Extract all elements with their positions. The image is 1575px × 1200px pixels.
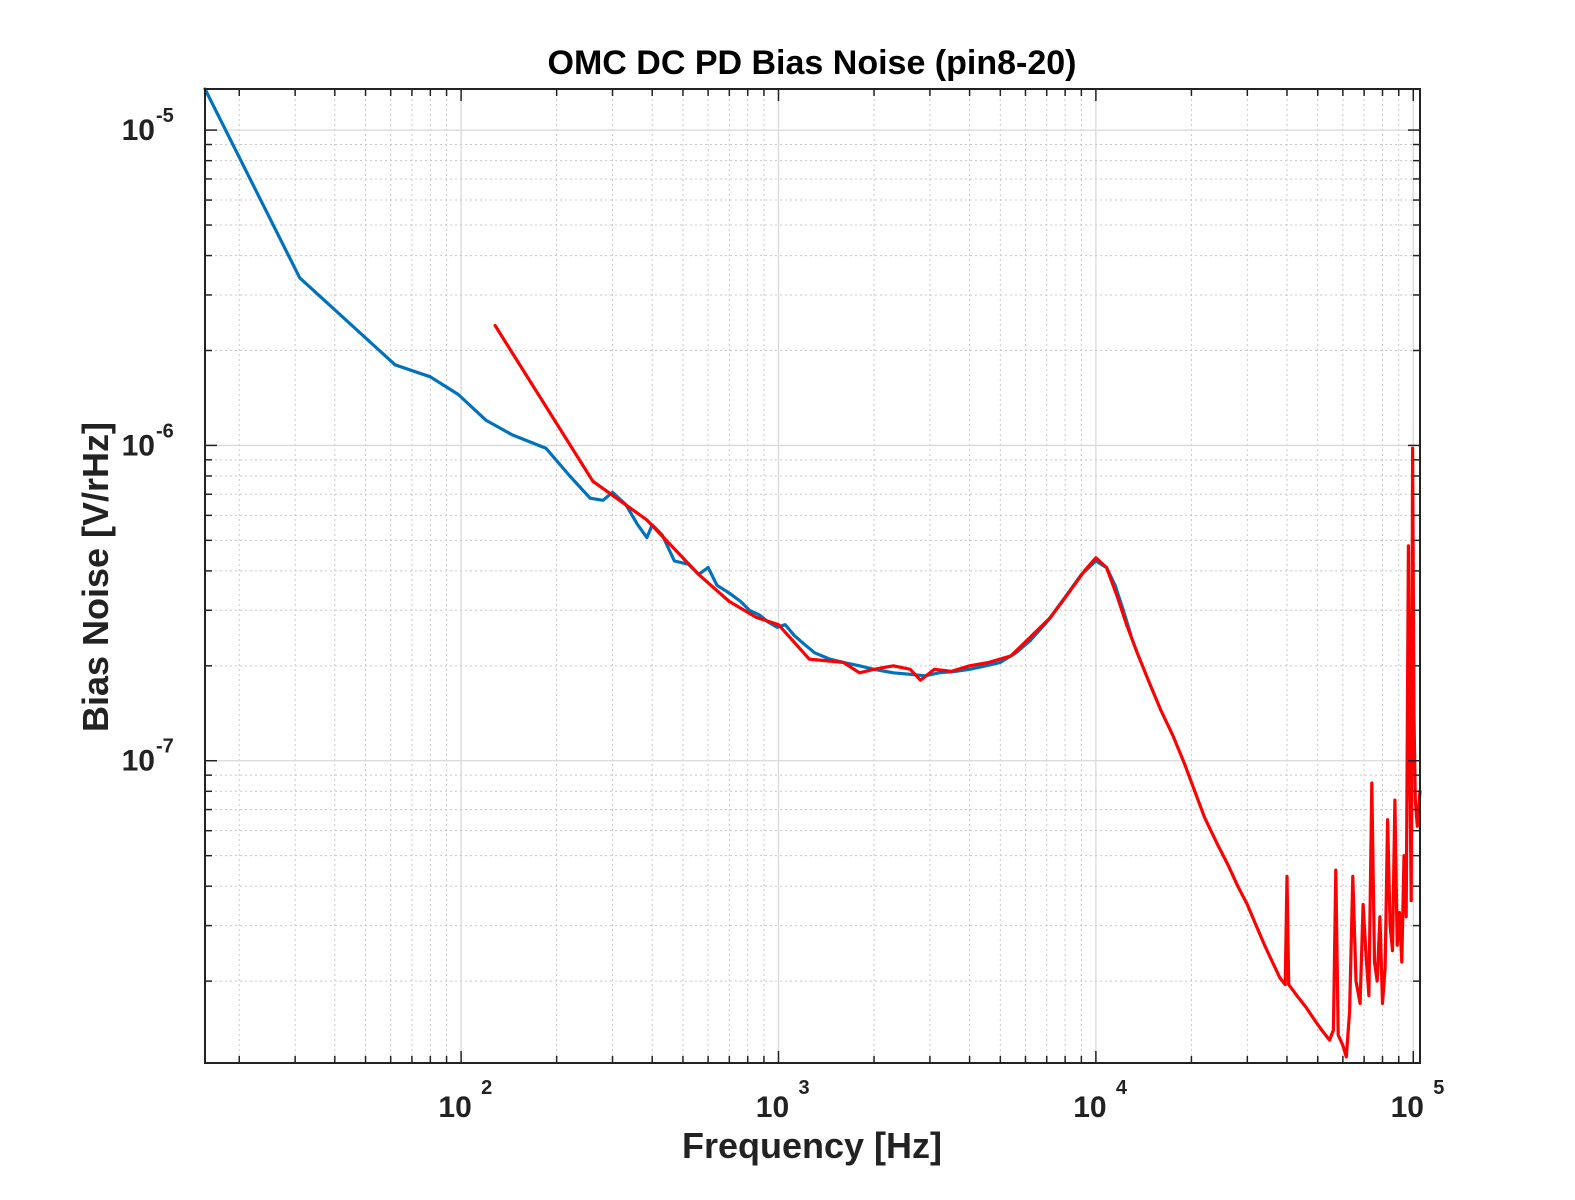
- x-tick-exponent: 5: [1433, 1077, 1444, 1099]
- x-axis-label: Frequency [Hz]: [682, 1125, 942, 1166]
- y-tick-exponent: -6: [156, 420, 174, 442]
- ticks: [205, 89, 1420, 1063]
- y-tick-labels: 10-510-610-7: [122, 105, 174, 778]
- axes-frame: [204, 88, 1421, 1064]
- y-tick-exponent: -5: [156, 105, 174, 127]
- x-tick-exponent: 2: [481, 1077, 492, 1099]
- x-tick-label: 10: [1073, 1091, 1106, 1124]
- x-tick-labels: 10 2 10 3 10 4 10 5: [438, 1077, 1444, 1124]
- chart-title: OMC DC PD Bias Noise (pin8-20): [548, 44, 1077, 82]
- plot-area: [203, 87, 1422, 1059]
- series-line-1: [203, 87, 1133, 678]
- y-tick-label: 10: [122, 429, 155, 462]
- y-axis-label: Bias Noise [V/rHz]: [75, 422, 116, 732]
- y-tick-label: 10: [122, 114, 155, 147]
- x-tick-exponent: 3: [798, 1077, 809, 1099]
- x-tick-exponent: 4: [1116, 1077, 1128, 1099]
- grid: [205, 89, 1420, 1063]
- x-tick-label: 10: [438, 1091, 471, 1124]
- x-tick-label: 10: [1391, 1091, 1424, 1124]
- y-tick-exponent: -7: [156, 736, 174, 758]
- y-tick-label: 10: [122, 745, 155, 778]
- x-tick-label: 10: [756, 1091, 789, 1124]
- series-line-2: [493, 323, 1422, 1059]
